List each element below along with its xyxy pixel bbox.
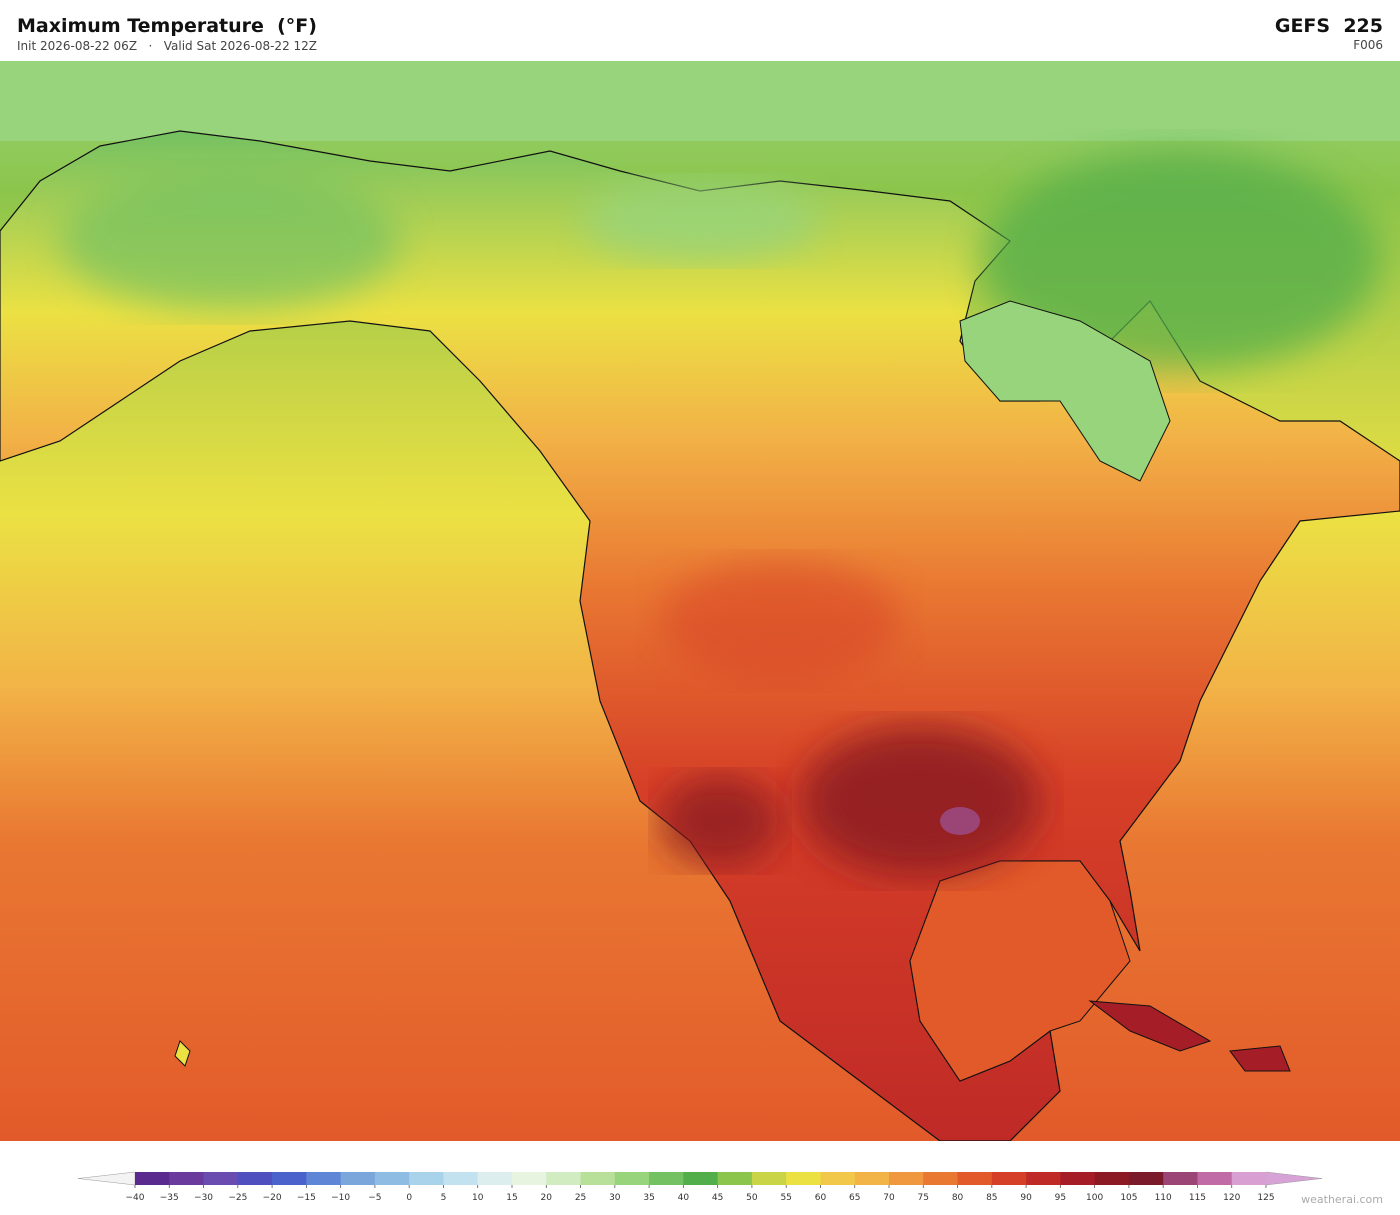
tick-label: 25: [575, 1193, 586, 1203]
colorbar-segment: [683, 1172, 719, 1185]
hot-spot: [940, 807, 980, 835]
desert-hot: [660, 776, 780, 866]
tick-label: 75: [918, 1193, 929, 1203]
tick-label: 65: [849, 1193, 860, 1203]
colorbar-segment: [409, 1172, 444, 1185]
hispaniola: [1229, 1045, 1291, 1072]
tick-label: −40: [126, 1193, 145, 1203]
tick-label: −10: [331, 1193, 350, 1203]
map: [0, 61, 1400, 1141]
colorbar-segment: [580, 1172, 616, 1185]
colorbar-segment: [306, 1172, 342, 1185]
colorbar-segment: [1231, 1172, 1267, 1185]
tick-label: 85: [986, 1193, 997, 1203]
colorbar-segment: [203, 1172, 239, 1185]
model-name: GEFS 225: [1274, 15, 1383, 37]
tick-label: 0: [406, 1193, 412, 1203]
tick-label: −15: [297, 1193, 316, 1203]
colorbar-segment: [374, 1172, 410, 1185]
tick-label: 50: [746, 1193, 758, 1203]
colorbar-segment: [717, 1172, 753, 1185]
colorbar-segment: [1060, 1172, 1096, 1185]
colorbar-segment: [1197, 1172, 1233, 1185]
tick-label: 80: [952, 1193, 964, 1203]
colorbar-segment: [1026, 1172, 1061, 1185]
map-subtitle: Init 2026-08-22 06Z · Valid Sat 2026-08-…: [17, 39, 318, 53]
colorbar-segment: [477, 1172, 513, 1185]
forecast-hour: F006: [1353, 38, 1383, 52]
tick-label: 95: [1055, 1193, 1066, 1203]
colorbar-segment: [614, 1172, 650, 1185]
colorbar-segment: [169, 1172, 205, 1185]
colorbar-segment: [1128, 1172, 1164, 1185]
hudson-bay: [959, 300, 1171, 482]
tick-label: −5: [368, 1193, 381, 1203]
colorbar-segment: [786, 1172, 821, 1185]
tick-label: 55: [780, 1193, 791, 1203]
tick-label: 10: [472, 1193, 484, 1203]
tick-label: 5: [441, 1193, 447, 1203]
colorbar: −40 −35 −30 −25 −20 −15 −10 −5 0 5 10 15 20 25 30 35 40 4…: [77, 1171, 1323, 1203]
tick-label: 30: [609, 1193, 621, 1203]
plains-hot: [800, 726, 1040, 876]
credit: weatherai.com: [1301, 1193, 1383, 1206]
colorbar-segment: [272, 1172, 307, 1185]
tick-label: −35: [160, 1193, 179, 1203]
colorbar-segment: [237, 1172, 273, 1185]
canada-cool: [980, 151, 1380, 371]
colorbar-segment: [649, 1172, 684, 1185]
colorbar-segment: [957, 1172, 993, 1185]
tick-label: 125: [1257, 1193, 1274, 1203]
hawaii: [174, 1040, 191, 1067]
arctic: [0, 61, 1400, 141]
tick-label: 120: [1223, 1193, 1240, 1203]
colorbar-segment: [923, 1172, 959, 1185]
cuba: [1088, 1000, 1212, 1052]
colorbar-under: [77, 1171, 136, 1186]
tick-label: −25: [228, 1193, 247, 1203]
colorbar-segment: [854, 1172, 890, 1185]
colorbar-segment: [991, 1172, 1027, 1185]
tick-label: 40: [678, 1193, 690, 1203]
colorbar-segment: [820, 1172, 856, 1185]
tick-label: 35: [643, 1193, 654, 1203]
tick-label: 90: [1020, 1193, 1032, 1203]
tick-label: −20: [263, 1193, 282, 1203]
tick-label: 110: [1155, 1193, 1172, 1203]
arctic-islands: [580, 181, 820, 261]
tick-label: 60: [815, 1193, 827, 1203]
map-title: Maximum Temperature (°F): [17, 15, 317, 37]
colorbar-segment: [751, 1172, 787, 1185]
colorbar-segment: [443, 1172, 479, 1185]
colorbar-segment: [1094, 1172, 1130, 1185]
tick-label: 70: [883, 1193, 895, 1203]
tick-label: −30: [194, 1193, 213, 1203]
colorbar-segment: [546, 1172, 582, 1185]
gulf-of-mexico: [909, 860, 1131, 1082]
colorbar-segment: [135, 1172, 170, 1185]
tick-label: 15: [506, 1193, 517, 1203]
alaska-cool: [60, 171, 400, 311]
colorbar-segment: [1163, 1172, 1198, 1185]
colorbar-segment: [889, 1172, 924, 1185]
colorbar-over: [1265, 1171, 1323, 1186]
tick-label: 105: [1120, 1193, 1137, 1203]
colorbar-segment: [340, 1172, 376, 1185]
tick-label: 100: [1086, 1193, 1103, 1203]
tick-label: 115: [1189, 1193, 1206, 1203]
rockies-warm: [660, 561, 900, 681]
tick-label: 45: [712, 1193, 723, 1203]
tick-label: 20: [541, 1193, 553, 1203]
colorbar-segment: [512, 1172, 547, 1185]
